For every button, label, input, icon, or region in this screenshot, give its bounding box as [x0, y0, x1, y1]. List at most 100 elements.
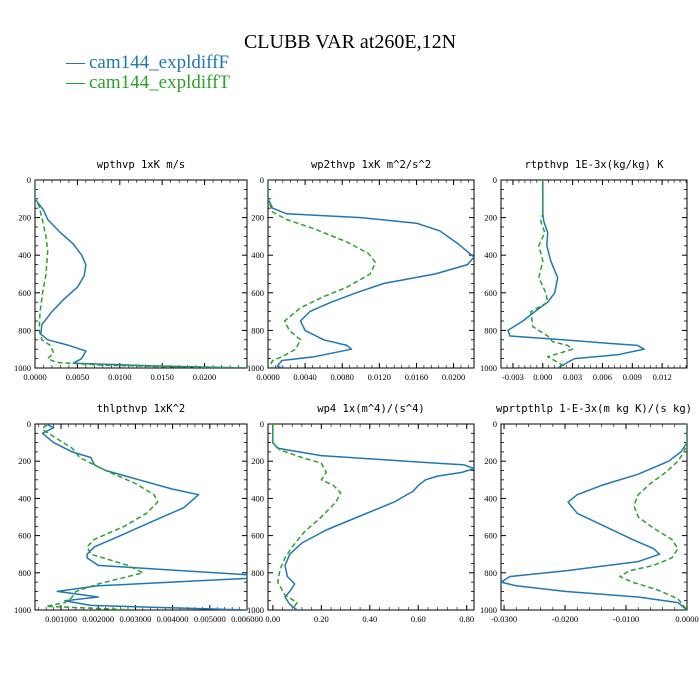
x-tick-label: 0.004000	[157, 614, 189, 624]
x-tick-label: 0.0000	[23, 372, 46, 382]
y-tick-label: 800	[251, 568, 264, 578]
series-line-expldiffF	[501, 424, 687, 610]
x-tick-label: 0.002000	[82, 614, 114, 624]
y-tick-label: 0	[493, 419, 497, 429]
series-line-expldiffF	[268, 180, 474, 368]
y-tick-label: 1000	[480, 605, 497, 615]
chart-title: wp4 1x(m^4)/(s^4)	[317, 403, 424, 415]
y-tick-label: 600	[18, 531, 31, 541]
figure-title: CLUBB VAR at260E,12N	[244, 31, 456, 53]
x-tick-label: 0.0000	[675, 614, 698, 624]
y-tick-label: 200	[18, 456, 31, 466]
y-tick-label: 0	[27, 175, 31, 185]
y-tick-label: 800	[18, 325, 31, 335]
y-tick-label: 1000	[247, 605, 264, 615]
x-tick-label: -0.0100	[613, 614, 639, 624]
x-tick-label: 0.0040	[293, 372, 316, 382]
chart-panel-4: thlpthvp 1xK^2 0 200 400 600 800 1000 0.001000 0…	[14, 403, 263, 624]
x-tick-label: 0.012	[653, 372, 672, 382]
chart-title: wprtpthlp 1-E-3x(m kg K)/(s kg)	[496, 403, 692, 415]
y-tick-label: 0	[260, 419, 264, 429]
y-tick-label: 600	[484, 288, 497, 298]
x-tick-label: -0.0300	[491, 614, 517, 624]
figure-legend: — cam144_expldiffF — cam144_expldiffT	[65, 52, 230, 93]
series-line-expldiffF	[35, 180, 247, 368]
x-tick-label: -0.003	[502, 372, 524, 382]
chart-title: wp2thvp 1xK m^2/s^2	[311, 159, 431, 171]
plot-frame	[500, 179, 688, 369]
x-tick-label: -0.0200	[552, 614, 578, 624]
series-line-expldiffF	[272, 424, 474, 610]
plot-frame	[34, 179, 248, 369]
x-tick-label: 0.0150	[151, 372, 174, 382]
y-tick-label: 800	[484, 325, 497, 335]
x-tick-label: 0.001000	[45, 614, 77, 624]
x-tick-label: 0.80	[459, 614, 474, 624]
y-tick-label: 400	[251, 493, 264, 503]
y-tick-label: 400	[484, 493, 497, 503]
chart-panel-6: wprtpthlp 1-E-3x(m kg K)/(s kg) 0 200 400 60…	[480, 403, 699, 624]
y-tick-label: 0	[493, 175, 497, 185]
y-tick-label: 1000	[14, 605, 31, 615]
x-tick-label: 0.006000	[231, 614, 263, 624]
series-line-expldiffT	[619, 424, 687, 610]
x-tick-label: 0.006	[593, 372, 612, 382]
series-line-expldiffT	[35, 180, 247, 368]
plot-frame	[500, 423, 688, 611]
y-tick-label: 800	[484, 568, 497, 578]
x-tick-label: 0.0080	[331, 372, 354, 382]
series-line-expldiffT	[268, 180, 377, 368]
y-tick-label: 1000	[480, 363, 497, 373]
x-tick-label: 0.000	[533, 372, 552, 382]
series-line-expldiffT	[272, 424, 342, 610]
y-tick-label: 200	[251, 456, 264, 466]
y-tick-label: 200	[484, 213, 497, 223]
plot-frame	[267, 179, 475, 369]
x-tick-label: 0.20	[314, 614, 329, 624]
y-tick-label: 600	[251, 531, 264, 541]
y-tick-label: 400	[251, 250, 264, 260]
y-tick-label: 200	[484, 456, 497, 466]
y-tick-label: 400	[18, 493, 31, 503]
y-tick-label: 200	[18, 213, 31, 223]
y-tick-label: 1000	[14, 363, 31, 373]
y-tick-label: 1000	[247, 363, 264, 373]
y-tick-label: 400	[484, 250, 497, 260]
x-tick-label: 0.60	[411, 614, 426, 624]
x-tick-label: 0.003	[563, 372, 582, 382]
series-line-expldiffF	[41, 424, 247, 610]
legend-label-2: cam144_expldiffT	[89, 72, 230, 93]
plot-frame	[34, 423, 248, 611]
legend-marker-1: —	[65, 52, 86, 73]
chart-title: thlpthvp 1xK^2	[97, 403, 186, 415]
y-tick-label: 800	[251, 325, 264, 335]
y-tick-label: 0	[27, 419, 31, 429]
x-tick-label: 0.0160	[405, 372, 428, 382]
x-tick-label: 0.40	[362, 614, 377, 624]
legend-marker-2: —	[65, 72, 86, 93]
chart-panel-2: wp2thvp 1xK m^2/s^2020040060080010000.00…	[247, 159, 475, 382]
x-tick-label: 0.005000	[194, 614, 226, 624]
series-line-expldiffT	[41, 424, 159, 610]
chart-panel-3: rtpthvp 1E-3x(kg/kg) K 0 200 400 600 800 1000-…	[480, 159, 688, 382]
x-tick-label: 0.0050	[66, 372, 89, 382]
x-tick-label: 0.003000	[119, 614, 151, 624]
y-tick-label: 800	[18, 568, 31, 578]
y-tick-label: 0	[260, 175, 264, 185]
y-tick-label: 600	[18, 288, 31, 298]
x-tick-label: 0.0000	[256, 372, 279, 382]
y-tick-label: 400	[18, 250, 31, 260]
x-tick-label: 0.0100	[108, 372, 131, 382]
series-line-expldiffT	[530, 180, 574, 368]
x-tick-label: 0.00	[265, 614, 280, 624]
x-tick-label: 0.009	[623, 372, 642, 382]
series-line-expldiffF	[507, 180, 645, 368]
y-tick-label: 200	[251, 213, 264, 223]
x-tick-label: 0.0120	[368, 372, 391, 382]
x-tick-label: 0.0200	[442, 372, 465, 382]
y-tick-label: 600	[484, 531, 497, 541]
